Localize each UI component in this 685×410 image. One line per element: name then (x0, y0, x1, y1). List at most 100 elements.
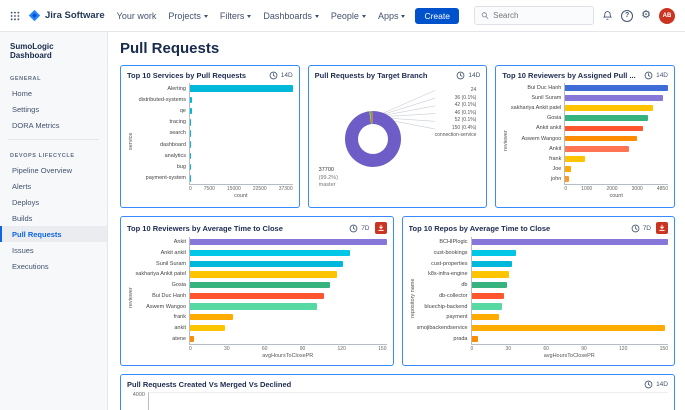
bar-track (189, 301, 387, 312)
bar-row: Ankit (135, 237, 387, 248)
bar[interactable] (471, 282, 507, 289)
time-range-badge[interactable]: 7D (361, 224, 370, 232)
x-axis-ticks: 0 7500 15000 22500 37300 (189, 184, 293, 192)
bar[interactable] (190, 119, 192, 126)
jira-brand[interactable]: Jira Software (28, 9, 105, 22)
bar-row: Ankit ankit (510, 123, 668, 134)
bar[interactable] (190, 314, 234, 321)
avatar[interactable]: AB (659, 7, 675, 24)
bar[interactable] (565, 85, 669, 91)
bar[interactable] (190, 130, 192, 137)
sidebar-item-pipeline-overview[interactable]: Pipeline Overview (12, 165, 73, 175)
category-label: Joe (552, 165, 562, 172)
main-content: Pull Requests Top 10 Services by Pull Re… (108, 32, 685, 410)
bar[interactable] (190, 249, 350, 257)
bar-row: atene (135, 333, 387, 345)
bar[interactable] (471, 335, 479, 342)
create-button[interactable]: Create (415, 7, 459, 24)
help-button[interactable]: ? (621, 9, 634, 22)
bar[interactable] (190, 324, 226, 332)
category-label: db (461, 282, 468, 289)
bar-row: k8s-infra-engine (417, 269, 669, 280)
download-button[interactable] (374, 222, 387, 234)
time-range-badge[interactable]: 14D (468, 72, 481, 79)
bar[interactable] (190, 239, 387, 246)
sidebar-item-dora-metrics[interactable]: DORA Metrics (12, 120, 60, 130)
bar[interactable] (190, 282, 331, 289)
x-tick: 2000 (606, 186, 618, 192)
bar[interactable] (190, 260, 344, 267)
bar[interactable] (190, 141, 192, 148)
bar[interactable] (190, 85, 293, 92)
chevron-down-icon (361, 14, 366, 18)
download-button[interactable] (656, 222, 668, 234)
notifications-button[interactable] (602, 10, 613, 21)
sidebar-item-home[interactable]: Home (12, 88, 33, 98)
bar[interactable] (471, 324, 666, 332)
bar[interactable] (565, 165, 572, 172)
bar[interactable] (190, 96, 192, 104)
bar[interactable] (471, 314, 499, 321)
bar-row: Sunil Suram (510, 93, 668, 104)
bar[interactable] (565, 105, 654, 112)
sidebar-item-issues[interactable]: Issues (12, 245, 34, 255)
category-label: Alerting (167, 85, 186, 92)
bar-row: sakhariya Ankit patel (510, 103, 668, 114)
bar[interactable] (471, 271, 510, 278)
bar[interactable] (565, 95, 663, 102)
time-range-badge[interactable]: 7D (642, 224, 651, 232)
bar[interactable] (190, 175, 191, 182)
y-axis-label: service (128, 132, 134, 150)
y-axis-label: reviewer (128, 287, 134, 309)
bar[interactable] (471, 249, 517, 257)
bar[interactable] (190, 152, 192, 160)
bar[interactable] (565, 175, 570, 182)
bar-row: db-collector (417, 290, 669, 302)
time-range-badge[interactable]: 14D (656, 72, 669, 79)
app-switcher-icon[interactable] (10, 11, 20, 21)
bar[interactable] (471, 260, 513, 267)
bar[interactable] (190, 271, 337, 278)
sidebar-item-builds[interactable]: Builds (12, 213, 33, 223)
sidebar-item-executions[interactable]: Executions (12, 261, 49, 271)
bar[interactable] (565, 125, 643, 132)
bar[interactable] (190, 107, 192, 115)
nav-item-filters[interactable]: Filters (220, 11, 252, 21)
category-label: BCHIPlogic (439, 239, 468, 246)
sidebar-item-pull-requests[interactable]: Pull Requests (0, 226, 107, 242)
nav-item-apps[interactable]: Apps (378, 11, 406, 21)
bar-track (189, 322, 387, 334)
bar-track (189, 237, 387, 248)
sidebar-item-alerts[interactable]: Alerts (12, 181, 32, 191)
nav-item-dashboards[interactable]: Dashboards (263, 11, 319, 21)
sidebar-item-settings[interactable]: Settings (12, 104, 40, 114)
bar[interactable] (565, 115, 648, 122)
bar-track (564, 173, 668, 184)
category-label: sakhariya Ankit patel (510, 105, 562, 112)
time-range-badge[interactable]: 14D (656, 381, 668, 388)
bar-track (189, 105, 293, 117)
x-tick: 0 (189, 346, 192, 352)
bar[interactable] (190, 335, 194, 342)
bar[interactable] (565, 135, 638, 142)
bar-row: search (135, 127, 293, 140)
search-input[interactable] (493, 11, 588, 20)
nav-item-projects[interactable]: Projects (168, 11, 208, 21)
card-title: Top 10 Repos by Average Time to Close (408, 223, 551, 233)
bar[interactable] (190, 163, 191, 171)
bar[interactable] (471, 239, 668, 246)
bar[interactable] (471, 303, 502, 310)
category-label: Ankit ankit (535, 125, 562, 132)
bar[interactable] (190, 303, 318, 310)
search-box[interactable] (474, 6, 595, 25)
bar[interactable] (471, 292, 505, 299)
nav-item-your-work[interactable]: Your work (117, 11, 157, 21)
sidebar-item-deploys[interactable]: Deploys (12, 197, 40, 207)
bar[interactable] (565, 155, 586, 162)
nav-item-people[interactable]: People (331, 11, 366, 21)
bar[interactable] (190, 292, 324, 299)
plot-area (148, 392, 668, 410)
time-range-badge[interactable]: 14D (280, 72, 293, 79)
settings-button[interactable]: ⚙ (641, 10, 651, 21)
bar[interactable] (565, 145, 629, 152)
